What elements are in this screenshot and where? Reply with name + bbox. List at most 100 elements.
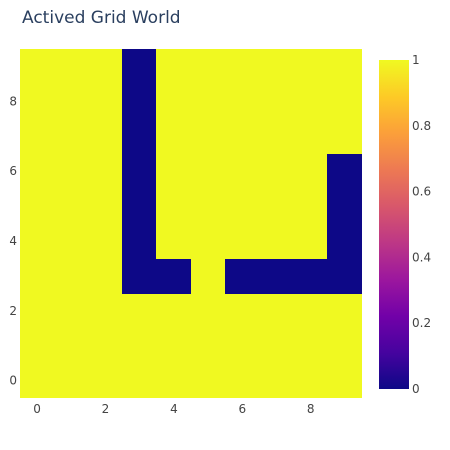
heatmap-cell xyxy=(88,188,123,224)
heatmap-cell xyxy=(20,293,55,329)
heatmap-cell xyxy=(88,223,123,259)
heatmap-cell xyxy=(191,328,226,364)
heatmap-cell xyxy=(156,83,191,119)
heatmap-cell xyxy=(327,328,362,364)
heatmap-cell xyxy=(54,293,89,329)
heatmap-cell xyxy=(293,328,328,364)
heatmap-cell xyxy=(20,363,55,398)
y-tick-label: 8 xyxy=(9,94,17,108)
heatmap-cell xyxy=(225,258,260,294)
heatmap-cell xyxy=(259,83,294,119)
heatmap-cell xyxy=(88,258,123,294)
heatmap-cell xyxy=(122,293,157,329)
heatmap-cell xyxy=(54,328,89,364)
heatmap-cell xyxy=(191,363,226,398)
heatmap-cell xyxy=(20,258,55,294)
heatmap-cell xyxy=(191,153,226,189)
heatmap-cell xyxy=(225,223,260,259)
heatmap-cell xyxy=(156,153,191,189)
heatmap-cell xyxy=(225,153,260,189)
colorbar-tick-label: 0.8 xyxy=(412,119,431,133)
heatmap-cell xyxy=(327,153,362,189)
heatmap-cell xyxy=(191,118,226,154)
heatmap-cell xyxy=(191,83,226,119)
heatmap-cell xyxy=(88,49,123,84)
y-tick-label: 2 xyxy=(9,304,17,318)
heatmap-cell xyxy=(293,153,328,189)
colorbar-tick-label: 0.4 xyxy=(412,250,431,264)
colorbar-ticks: 0 0.2 0.4 0.6 0.8 1 xyxy=(412,53,431,396)
heatmap-cell xyxy=(54,153,89,189)
heatmap-cell xyxy=(122,153,157,189)
y-axis: 0 2 4 6 8 xyxy=(9,94,17,387)
heatmap-cell xyxy=(54,188,89,224)
heatmap-cell xyxy=(327,223,362,259)
y-tick-label: 0 xyxy=(9,374,17,388)
x-tick-label: 0 xyxy=(33,402,41,416)
heatmap-cell xyxy=(293,363,328,398)
heatmap-cell xyxy=(20,188,55,224)
heatmap-cell xyxy=(122,83,157,119)
heatmap-cell xyxy=(259,223,294,259)
heatmap-cell xyxy=(259,153,294,189)
heatmap-cell xyxy=(225,83,260,119)
heatmap-cells xyxy=(20,49,362,398)
heatmap-cell xyxy=(122,188,157,224)
heatmap-cell xyxy=(259,293,294,329)
heatmap-cell xyxy=(225,328,260,364)
heatmap-cell xyxy=(20,49,55,84)
heatmap-cell xyxy=(327,363,362,398)
heatmap-cell xyxy=(327,118,362,154)
x-tick-label: 6 xyxy=(238,402,246,416)
heatmap-cell xyxy=(20,328,55,364)
heatmap-cell xyxy=(259,258,294,294)
heatmap-cell xyxy=(54,258,89,294)
y-tick-label: 4 xyxy=(9,234,17,248)
heatmap-cell xyxy=(88,83,123,119)
heatmap-cell xyxy=(225,363,260,398)
heatmap-cell xyxy=(122,49,157,84)
heatmap-cell xyxy=(327,258,362,294)
heatmap-cell xyxy=(327,188,362,224)
colorbar xyxy=(379,60,409,389)
heatmap-cell xyxy=(156,293,191,329)
heatmap-cell xyxy=(293,188,328,224)
heatmap-cell xyxy=(88,328,123,364)
heatmap-cell xyxy=(156,328,191,364)
x-tick-label: 4 xyxy=(170,402,178,416)
y-tick-label: 6 xyxy=(9,164,17,178)
heatmap-cell xyxy=(88,118,123,154)
heatmap-cell xyxy=(88,363,123,398)
heatmap-cell xyxy=(293,118,328,154)
heatmap-cell xyxy=(156,188,191,224)
heatmap-cell xyxy=(122,363,157,398)
heatmap-cell xyxy=(20,223,55,259)
heatmap-cell xyxy=(327,293,362,329)
heatmap-cell xyxy=(156,49,191,84)
heatmap-cell xyxy=(191,49,226,84)
x-axis: 0 2 4 6 8 xyxy=(33,402,314,416)
heatmap-cell xyxy=(54,49,89,84)
heatmap-cell xyxy=(293,83,328,119)
heatmap-cell xyxy=(225,118,260,154)
heatmap-cell xyxy=(293,293,328,329)
heatmap-cell xyxy=(122,118,157,154)
heatmap-cell xyxy=(54,363,89,398)
heatmap-cell xyxy=(191,258,226,294)
heatmap-cell xyxy=(156,363,191,398)
heatmap-cell xyxy=(88,293,123,329)
colorbar-tick-label: 0.6 xyxy=(412,185,431,199)
colorbar-tick-label: 1 xyxy=(412,53,420,67)
heatmap-cell xyxy=(122,258,157,294)
heatmap-cell xyxy=(191,188,226,224)
heatmap-cell xyxy=(54,223,89,259)
heatmap-cell xyxy=(225,188,260,224)
heatmap-cell xyxy=(259,49,294,84)
heatmap-cell xyxy=(259,363,294,398)
heatmap-cell xyxy=(293,49,328,84)
x-tick-label: 2 xyxy=(102,402,110,416)
heatmap-cell xyxy=(54,118,89,154)
heatmap-cell xyxy=(191,223,226,259)
heatmap-cell xyxy=(259,188,294,224)
heatmap-cell xyxy=(259,118,294,154)
